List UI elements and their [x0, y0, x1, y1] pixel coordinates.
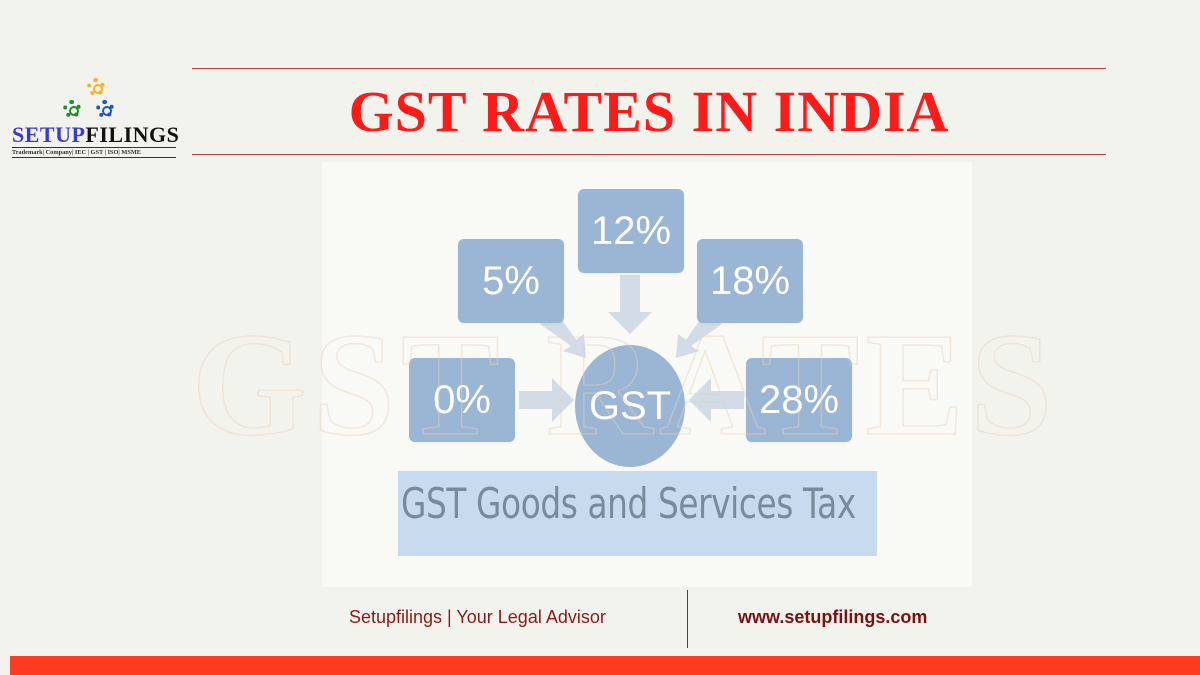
- diagram-arrows: [519, 275, 744, 422]
- diagram-caption: GST Goods and Services Tax: [398, 471, 877, 556]
- page-title: GST RATES IN INDIA: [348, 79, 950, 144]
- header-rule-top: [192, 68, 1106, 69]
- arrow-left-icon: [689, 378, 744, 422]
- rate-box-0: 0%: [409, 358, 515, 442]
- footer-tagline: Setupfilings | Your Legal Advisor: [349, 607, 606, 627]
- logo-brand-part1: SETUP: [12, 122, 86, 147]
- logo-brand-part2: FILINGS: [85, 122, 180, 147]
- logo-tagline: Trademark| Company| IEC | GST | ISO| MSM…: [12, 147, 176, 158]
- rate-box-28: 28%: [746, 358, 852, 442]
- header-rule-bottom: [192, 154, 1106, 155]
- gear-icon-blue: [96, 100, 114, 118]
- bottom-accent-bar: [10, 656, 1200, 675]
- footer-divider: [687, 590, 688, 648]
- arrow-diagonal-icon: [540, 314, 586, 358]
- gear-icon-yellow: [87, 78, 105, 96]
- rate-box-18: 18%: [697, 239, 803, 323]
- rate-box-5: 5%: [458, 239, 564, 323]
- caption-text: GST Goods and Services Tax: [401, 479, 856, 528]
- rate-box-12: 12%: [578, 189, 684, 273]
- arrow-diagonal-icon: [676, 314, 722, 358]
- gst-diagram-panel: 12% 5% 18% 0% 28% GST GST Goods and Serv…: [322, 162, 972, 587]
- gst-center-circle: GST: [575, 345, 685, 467]
- setupfilings-logo: SETUPFILINGS Trademark| Company| IEC | G…: [10, 74, 180, 158]
- logo-wordmark: SETUPFILINGS: [12, 122, 179, 148]
- gear-icon-green: [63, 100, 81, 118]
- arrow-down-icon: [608, 275, 652, 334]
- arrow-right-icon: [519, 378, 574, 422]
- website-link[interactable]: www.setupfilings.com: [738, 607, 928, 627]
